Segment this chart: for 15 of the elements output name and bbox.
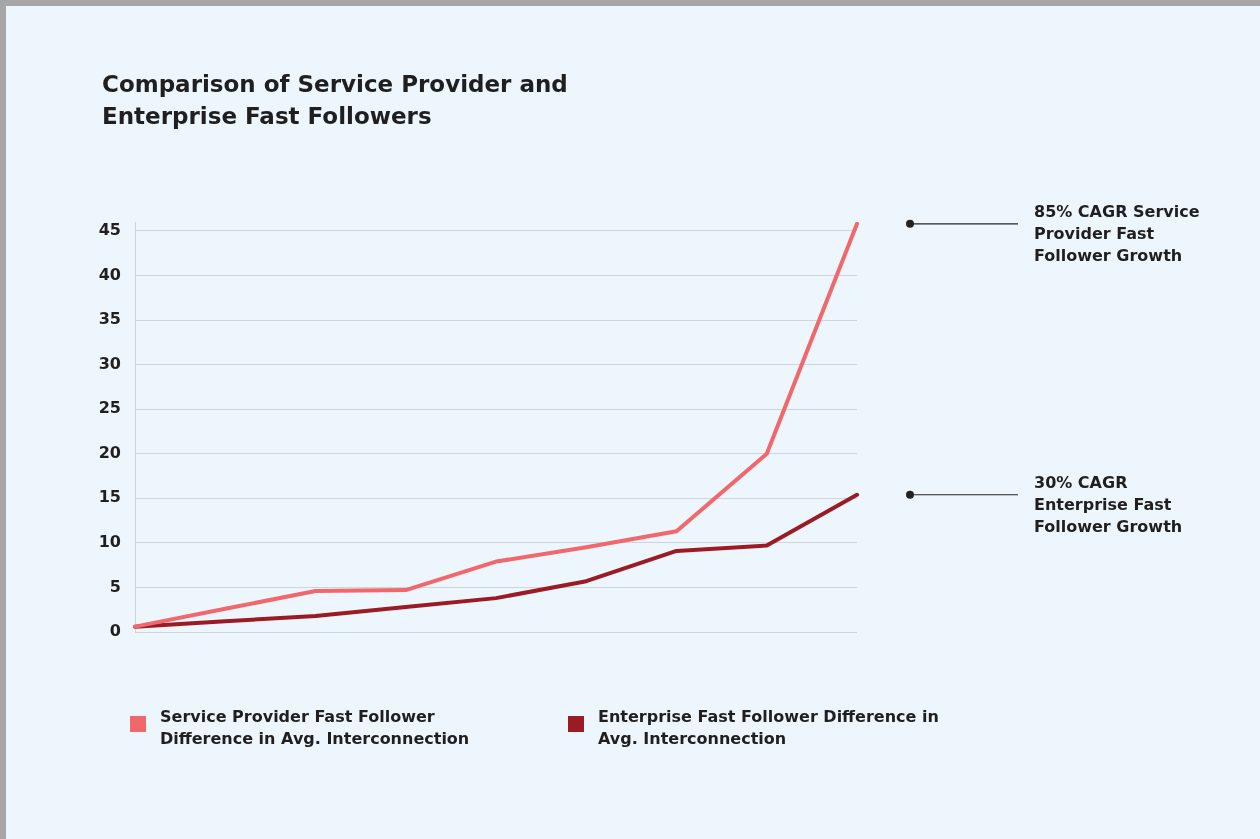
legend-label: Enterprise Fast Follower Difference in Avg. Interconnection <box>598 706 940 750</box>
y-tick-label: 35 <box>98 309 121 329</box>
y-tick-label: 45 <box>98 220 121 240</box>
y-tick-label: 15 <box>98 487 121 507</box>
legend-label: Service Provider Fast Follower Difference in Avg. Interconnection <box>160 706 471 750</box>
text: 30% CAGR Enterprise Fast Follower Growth <box>1034 471 1184 538</box>
chart-title: Comparison of Service Provider and Enterprise Fast Followers <box>102 70 569 131</box>
y-tick-label: 30 <box>98 353 121 373</box>
y-tick-label: 5 <box>109 576 121 596</box>
text: 85% CAGR Service Provider Fast Follower Growth <box>1034 200 1201 267</box>
y-tick-label: 40 <box>98 264 121 284</box>
y-tick-label: 0 <box>109 621 121 641</box>
y-tick-label: 10 <box>98 532 121 552</box>
y-tick-label: 20 <box>98 442 121 462</box>
y-tick-label: 25 <box>98 398 121 418</box>
